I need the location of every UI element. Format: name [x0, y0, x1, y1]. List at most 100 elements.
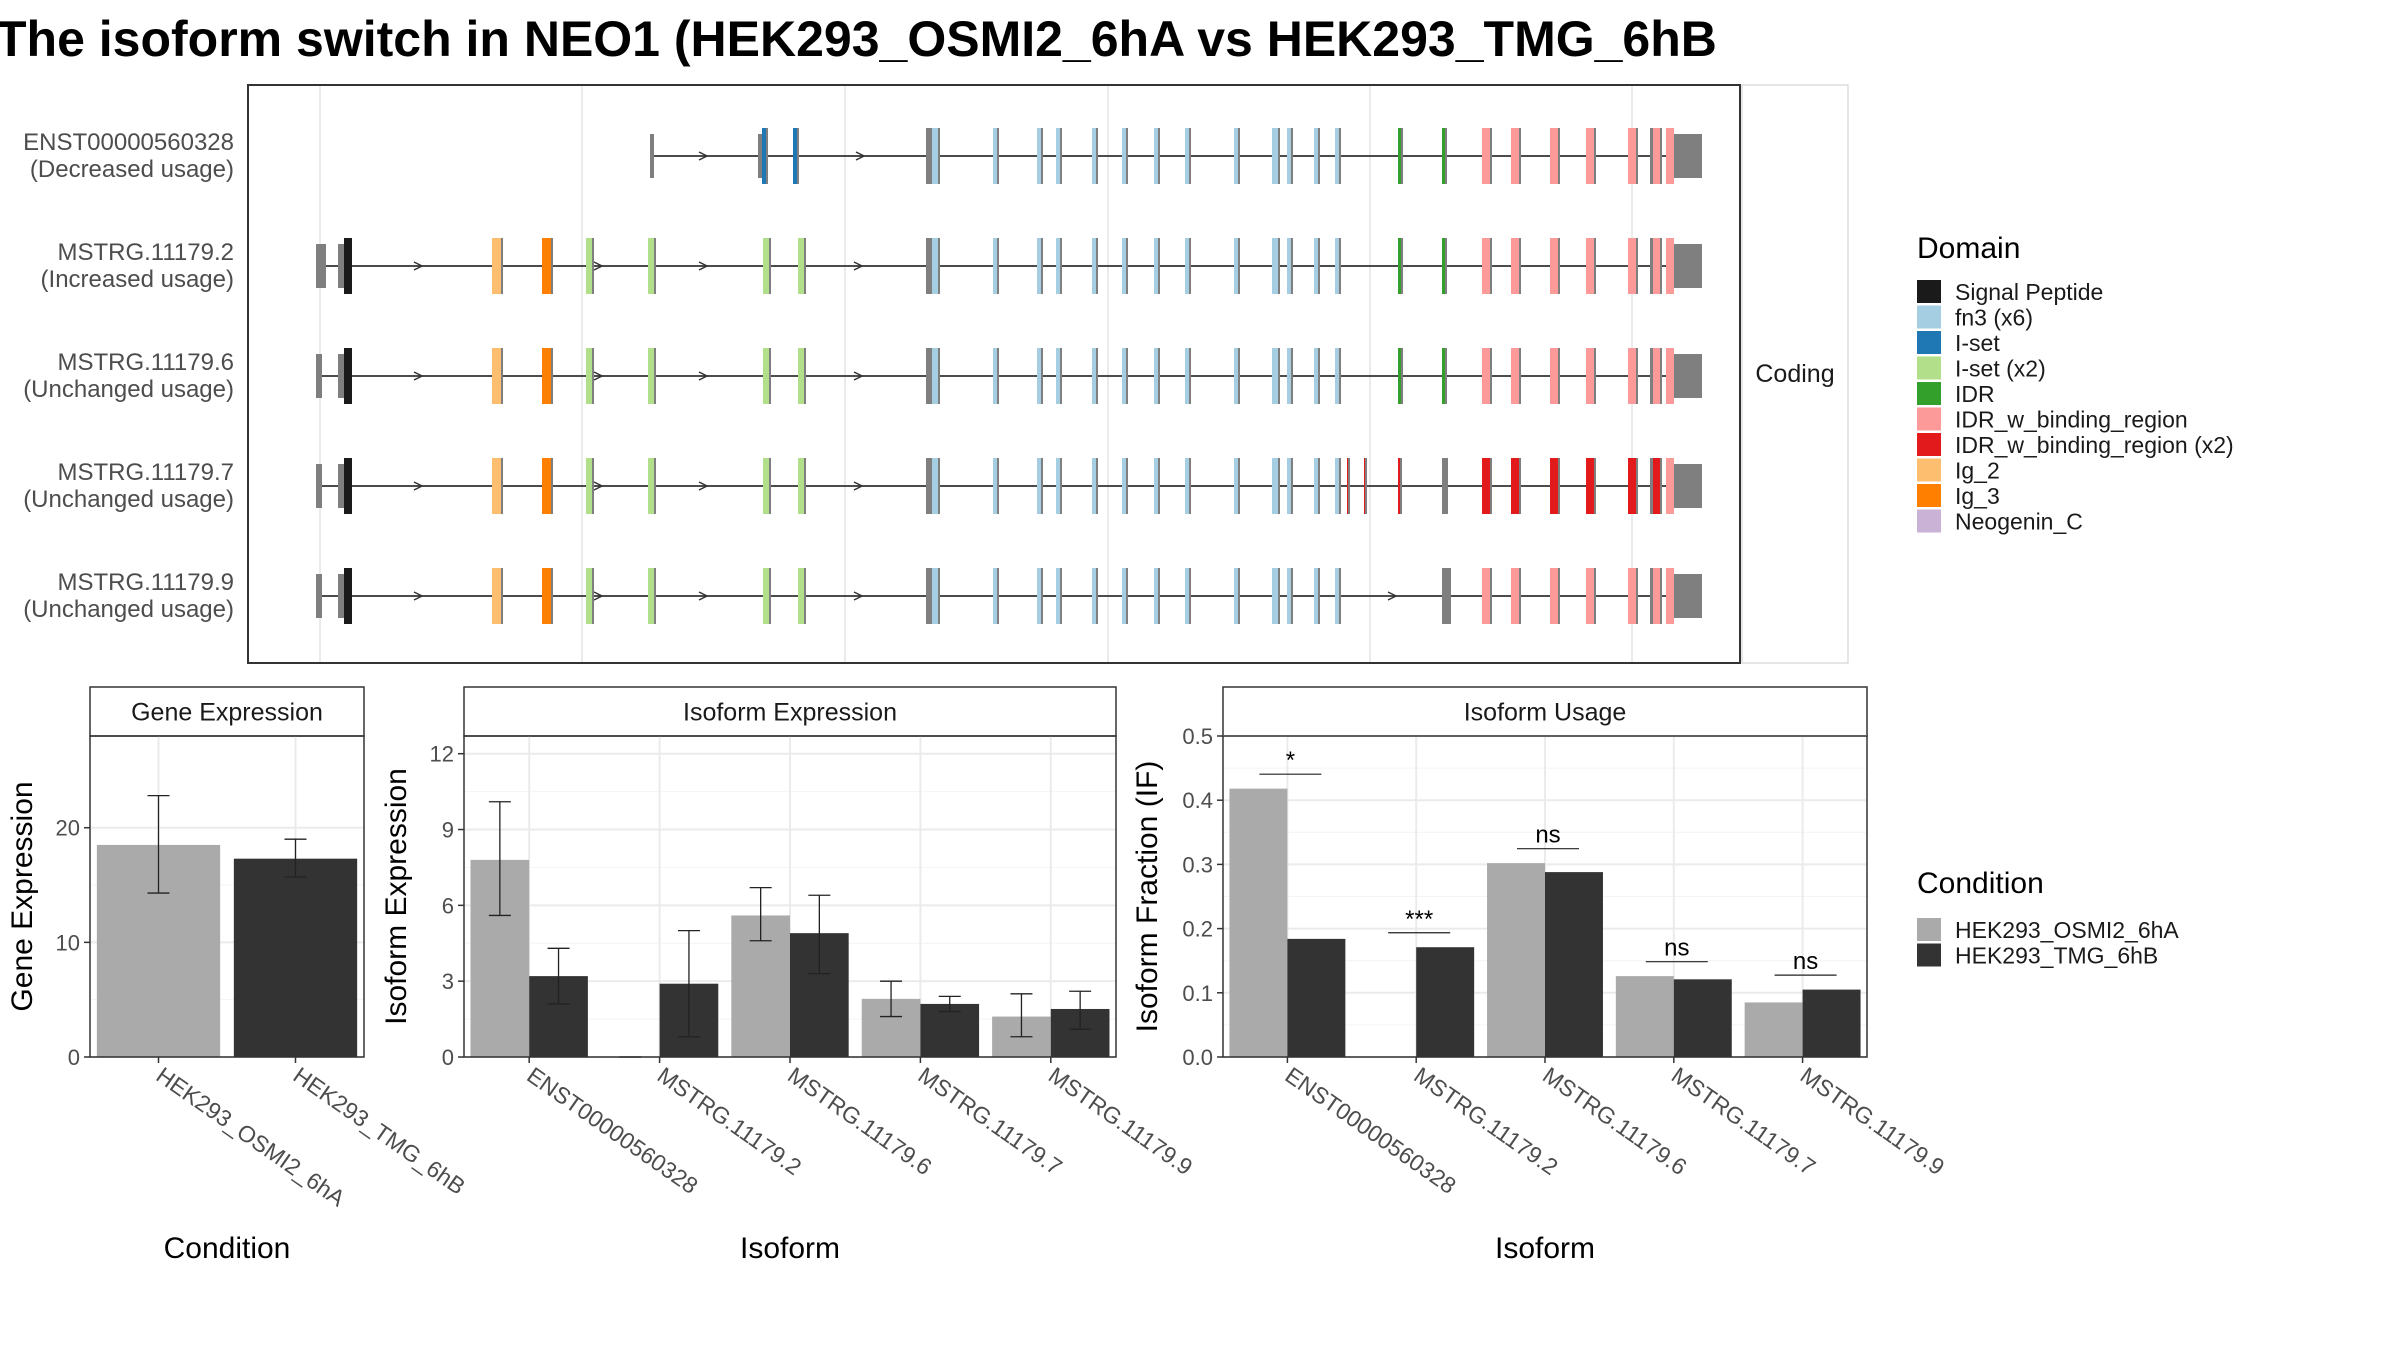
- domain-exon: [1234, 568, 1240, 624]
- domain-exon: [586, 568, 594, 624]
- domain-exon: [492, 458, 503, 514]
- y-tick-label: 12: [430, 742, 454, 767]
- y-tick-label: 0: [68, 1045, 80, 1070]
- y-tick-label: 0: [442, 1045, 454, 1070]
- domain-exon: [1272, 568, 1280, 624]
- facet-strip: [1741, 84, 1849, 664]
- domain-exon: [1666, 348, 1674, 404]
- isoform-structure-row: [316, 238, 1702, 294]
- domain-exon: [1092, 568, 1098, 624]
- utr-exon: [316, 464, 322, 508]
- y-tick-label: 0.0: [1182, 1045, 1213, 1070]
- domain-exon: [1234, 348, 1240, 404]
- domain-exon: [492, 568, 503, 624]
- domain-exon: [1550, 238, 1560, 294]
- exon-edge: [1490, 458, 1492, 514]
- exon-edge: [938, 458, 940, 514]
- exon-edge: [1238, 348, 1240, 404]
- condition-legend-key: [1917, 918, 1941, 941]
- significance-label: *: [1286, 747, 1295, 774]
- domain-exon: [1482, 348, 1492, 404]
- utr-exon: [316, 574, 322, 618]
- isoform-structure-row: [650, 128, 1702, 184]
- direction-arrow: [593, 481, 604, 491]
- domain-exon: [1154, 458, 1160, 514]
- isoform-usage-note: (Unchanged usage): [23, 596, 234, 623]
- domain-exon: [542, 348, 553, 404]
- utr-exon: [1674, 134, 1702, 178]
- exon-edge: [1558, 238, 1560, 294]
- domain-exon: [1398, 238, 1403, 294]
- domain-exon: [648, 348, 656, 404]
- exon-edge: [501, 238, 503, 294]
- domain-exon: [1287, 458, 1293, 514]
- domain-exon: [798, 238, 806, 294]
- exon-edge: [592, 348, 594, 404]
- exon-edge: [1339, 568, 1341, 624]
- domain-exon: [1628, 568, 1638, 624]
- domain-exon: [542, 458, 553, 514]
- exon-edge: [1278, 458, 1280, 514]
- direction-arrow: [853, 591, 864, 601]
- x-axis-title: Isoform: [1495, 1232, 1595, 1265]
- domain-exon: [1586, 128, 1596, 184]
- y-tick-label: 0.4: [1182, 788, 1213, 813]
- exon: [926, 568, 934, 624]
- exon-edge: [1291, 238, 1293, 294]
- exon-edge: [1660, 128, 1662, 184]
- domain-exon: [1666, 238, 1674, 294]
- direction-arrow: [593, 591, 604, 601]
- direction-arrow: [593, 261, 604, 271]
- exon-edge: [1126, 128, 1128, 184]
- domain-exon: [1272, 458, 1280, 514]
- utr-exon: [758, 134, 764, 178]
- significance-label: ns: [1535, 822, 1560, 849]
- exon-edge: [1636, 238, 1638, 294]
- significance-label: ns: [1793, 948, 1818, 975]
- exon-edge: [1594, 128, 1596, 184]
- domain-exon: [993, 568, 999, 624]
- domain-exon: [586, 458, 594, 514]
- domain-exon: [1652, 568, 1662, 624]
- domain-legend-key: [1917, 433, 1941, 456]
- domain-exon: [1482, 128, 1492, 184]
- domain-exon: [1287, 568, 1293, 624]
- domain-exon: [1652, 348, 1662, 404]
- utr-exon: [316, 244, 326, 288]
- bar: [1416, 947, 1475, 1057]
- utr-exon: [1674, 464, 1702, 508]
- exon-edge: [1490, 238, 1492, 294]
- exon-edge: [1189, 128, 1191, 184]
- domain-exon: [1037, 348, 1043, 404]
- exon-edge: [1401, 348, 1403, 404]
- facet-strip-label: Isoform Expression: [683, 699, 897, 727]
- domain-exon: [1586, 238, 1596, 294]
- exon-edge: [1594, 238, 1596, 294]
- bar: [920, 1003, 980, 1057]
- domain-exon: [1511, 128, 1521, 184]
- domain-exon: [1154, 348, 1160, 404]
- exon-edge: [1060, 128, 1062, 184]
- domain-exon: [492, 238, 503, 294]
- exon-edge: [551, 458, 553, 514]
- exon-edge: [551, 238, 553, 294]
- exon-edge: [1660, 568, 1662, 624]
- condition-legend-label: HEK293_TMG_6hB: [1955, 943, 2158, 969]
- x-axis-title: Condition: [164, 1232, 291, 1265]
- exon-edge: [769, 568, 771, 624]
- exon-edge: [1291, 128, 1293, 184]
- utr-exon: [338, 244, 346, 288]
- exon-edge: [1060, 458, 1062, 514]
- domain-legend-key: [1917, 458, 1941, 482]
- exon-edge: [997, 128, 999, 184]
- exon-edge: [1636, 568, 1638, 624]
- y-tick-label: 10: [56, 930, 80, 955]
- x-tick-label: MSTRG.11179.9: [1044, 1062, 1197, 1180]
- domain-exon: [1056, 568, 1062, 624]
- utr-exon: [338, 464, 346, 508]
- domain-exon: [1092, 238, 1098, 294]
- exon-edge: [997, 238, 999, 294]
- utr-exon: [1674, 574, 1702, 618]
